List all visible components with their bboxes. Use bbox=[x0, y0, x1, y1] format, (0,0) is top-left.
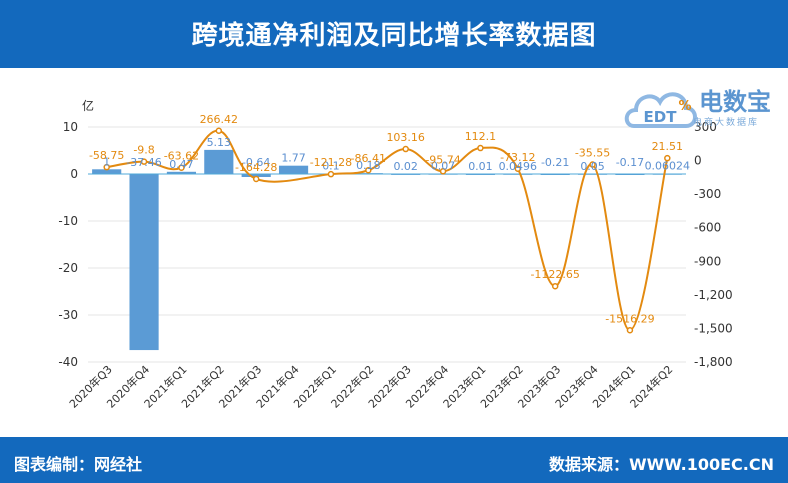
line-point bbox=[589, 161, 596, 168]
footer-bar: 图表编制：网经社 数据来源：WWW.100EC.CN bbox=[0, 437, 788, 483]
line-value-label: -86.41 bbox=[351, 152, 386, 165]
bar bbox=[166, 171, 197, 174]
footer-source: 数据来源：WWW.100EC.CN bbox=[548, 455, 774, 474]
bar-value-label: 5.13 bbox=[207, 136, 232, 149]
bar-series bbox=[92, 149, 682, 351]
logo-brand: 电数宝 bbox=[699, 88, 771, 116]
line-point bbox=[365, 166, 372, 174]
bar-value-label: 0.18 bbox=[356, 159, 381, 172]
bar bbox=[241, 174, 271, 178]
line-point bbox=[327, 170, 335, 178]
line-value-label: -95.74 bbox=[425, 153, 460, 166]
bar-data-labels: 1 -37.46 0.47 5.13 -0.64 1.77 0.1 0.18 0.02 0.07 0… bbox=[103, 136, 690, 173]
right-tick-label: -1,800 bbox=[694, 355, 733, 369]
bar bbox=[129, 174, 159, 351]
right-tick-label: -900 bbox=[694, 254, 721, 268]
line-value-label: -1516.29 bbox=[605, 312, 654, 325]
left-tick-label: -40 bbox=[58, 355, 78, 369]
bar-value-label: 0.06024 bbox=[645, 160, 691, 173]
footer-credit: 图表编制：网经社 bbox=[14, 455, 143, 474]
line-point bbox=[626, 327, 634, 334]
bar-value-label: 0.1 bbox=[322, 160, 340, 173]
grid-lines bbox=[88, 126, 686, 363]
line-value-label: 266.42 bbox=[200, 113, 239, 126]
line-point bbox=[178, 164, 185, 171]
bar bbox=[92, 169, 122, 174]
left-axis-unit: 亿 bbox=[82, 98, 94, 113]
line-point bbox=[140, 158, 148, 165]
line-value-label: 21.51 bbox=[652, 140, 684, 153]
bar-value-label: 0.01 bbox=[468, 160, 493, 173]
line-point bbox=[103, 163, 110, 171]
combo-chart: 1 -37.46 0.47 5.13 -0.64 1.77 0.1 0.18 0.02 0.07 0… bbox=[58, 98, 733, 411]
line-point bbox=[664, 154, 671, 162]
line-point bbox=[252, 175, 260, 183]
bar-value-label: -0.17 bbox=[616, 156, 644, 169]
line-point bbox=[439, 168, 447, 175]
line-value-label: 112.1 bbox=[465, 130, 497, 143]
right-tick-label: 0 bbox=[694, 154, 702, 168]
left-axis-ticks: 10 0 -10 -20 -30 -40 bbox=[58, 120, 78, 369]
bar-value-label: 0.0496 bbox=[499, 160, 538, 173]
line-data-labels: -58.75 -9.8 -63.62 266.42 -164.28 -121.28-86.… bbox=[89, 113, 683, 325]
bar-value-label: 0.07 bbox=[431, 160, 456, 173]
left-tick-label: -30 bbox=[58, 308, 78, 322]
right-tick-label: -1,200 bbox=[694, 288, 733, 302]
bar bbox=[278, 165, 309, 174]
bar-value-label: 1 bbox=[103, 155, 110, 168]
line-value-label: 103.16 bbox=[386, 131, 425, 144]
bar bbox=[204, 149, 234, 174]
right-tick-label: -1,500 bbox=[694, 321, 733, 335]
line-value-label: -9.8 bbox=[133, 144, 154, 157]
line-point bbox=[551, 282, 559, 290]
line-point bbox=[402, 145, 409, 153]
bar-value-label: -0.21 bbox=[541, 156, 569, 169]
bar-value-label: 0.02 bbox=[393, 160, 418, 173]
right-axis-ticks: 300 0 -300 -600 -900 -1,200 -1,500 -1,800 bbox=[694, 120, 733, 369]
right-tick-label: 300 bbox=[694, 120, 717, 134]
logo: EDT % 电数宝 电商大数据库 bbox=[624, 78, 784, 142]
cloud-logo-icon: EDT % bbox=[624, 92, 697, 128]
line-value-label: -1122.65 bbox=[530, 268, 579, 281]
line-value-label: -73.12 bbox=[500, 151, 535, 164]
line-value-label: -58.75 bbox=[89, 149, 124, 162]
line-value-label: -63.62 bbox=[164, 150, 199, 163]
svg-text:%: % bbox=[678, 99, 691, 114]
right-tick-label: -600 bbox=[694, 221, 721, 235]
line-point bbox=[514, 165, 522, 173]
bar-value-label: 0.47 bbox=[169, 158, 194, 171]
line-value-label: -164.28 bbox=[235, 161, 277, 174]
bar-value-label: 0.05 bbox=[580, 160, 605, 173]
left-tick-label: -20 bbox=[58, 261, 78, 275]
logo-subtitle: 电商大数据库 bbox=[693, 118, 760, 128]
line-point bbox=[215, 127, 223, 135]
right-tick-label: -300 bbox=[694, 187, 721, 201]
header-bar: 跨境通净利润及同比增长率数据图 bbox=[0, 0, 788, 68]
left-tick-label: -10 bbox=[58, 214, 78, 228]
left-tick-label: 0 bbox=[70, 167, 78, 181]
chart-title: 跨境通净利润及同比增长率数据图 bbox=[191, 21, 597, 51]
line-value-label: -121.28 bbox=[310, 156, 352, 169]
line-point bbox=[477, 144, 484, 152]
bar-value-label: -0.64 bbox=[242, 156, 270, 169]
line-points bbox=[103, 127, 671, 334]
bar-value-label: 1.77 bbox=[281, 152, 306, 165]
left-tick-label: 10 bbox=[63, 120, 78, 134]
bar-value-label: -37.46 bbox=[126, 156, 161, 169]
x-axis-ticks: 2020年Q32020年Q42021年Q12021年Q22021年Q32021年… bbox=[66, 362, 675, 411]
svg-text:EDT: EDT bbox=[644, 108, 678, 126]
line-value-label: -35.55 bbox=[575, 147, 610, 160]
